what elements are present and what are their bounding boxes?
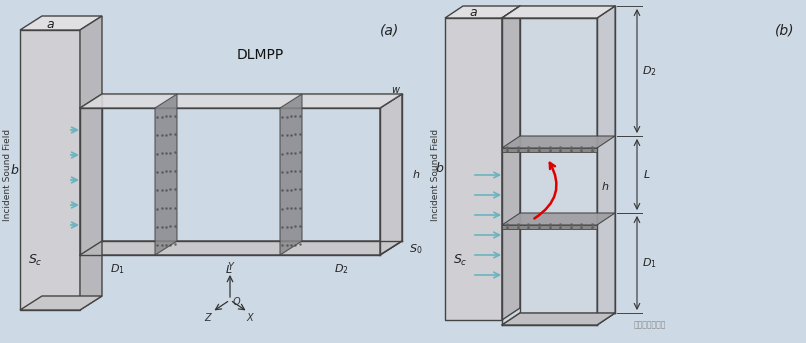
Text: DLMPP: DLMPP (236, 48, 284, 62)
Polygon shape (80, 94, 402, 108)
Text: b: b (435, 163, 443, 176)
Polygon shape (20, 16, 102, 30)
Text: a: a (46, 19, 54, 32)
Text: (a): (a) (380, 23, 400, 37)
Text: $S_c$: $S_c$ (27, 252, 42, 268)
Polygon shape (597, 6, 615, 325)
Text: Incident Sound Field: Incident Sound Field (3, 129, 13, 221)
Polygon shape (502, 18, 597, 325)
Text: (b): (b) (775, 23, 795, 37)
Polygon shape (155, 94, 177, 255)
Text: $S_c$: $S_c$ (453, 252, 467, 268)
Text: 今日科技工作室: 今日科技工作室 (634, 320, 667, 330)
Polygon shape (80, 16, 102, 310)
Text: $D_1$: $D_1$ (110, 262, 125, 276)
Polygon shape (80, 241, 402, 255)
Text: $L$: $L$ (225, 263, 232, 275)
Polygon shape (380, 94, 402, 255)
Polygon shape (502, 6, 615, 18)
Text: O: O (232, 297, 240, 307)
Polygon shape (445, 6, 520, 18)
Text: a: a (470, 7, 477, 20)
Text: b: b (10, 164, 18, 177)
Polygon shape (502, 213, 615, 225)
Polygon shape (280, 94, 302, 255)
Text: h: h (602, 181, 609, 191)
Polygon shape (502, 6, 520, 320)
Polygon shape (20, 30, 80, 310)
Polygon shape (445, 18, 502, 320)
Text: $L$: $L$ (643, 168, 650, 180)
Text: $S_0$: $S_0$ (409, 242, 422, 256)
Text: Y: Y (227, 262, 233, 272)
Text: h: h (413, 169, 419, 179)
Text: $D_1$: $D_1$ (642, 256, 656, 270)
Text: Z: Z (205, 313, 211, 323)
Text: $D_2$: $D_2$ (334, 262, 348, 276)
Polygon shape (502, 136, 615, 148)
Polygon shape (502, 148, 597, 152)
Text: w: w (391, 85, 399, 95)
Text: $D_2$: $D_2$ (642, 64, 656, 78)
Polygon shape (20, 296, 102, 310)
Polygon shape (502, 313, 615, 325)
Text: X: X (247, 313, 253, 323)
Text: Incident Sound Field: Incident Sound Field (430, 129, 439, 221)
Polygon shape (502, 225, 597, 229)
